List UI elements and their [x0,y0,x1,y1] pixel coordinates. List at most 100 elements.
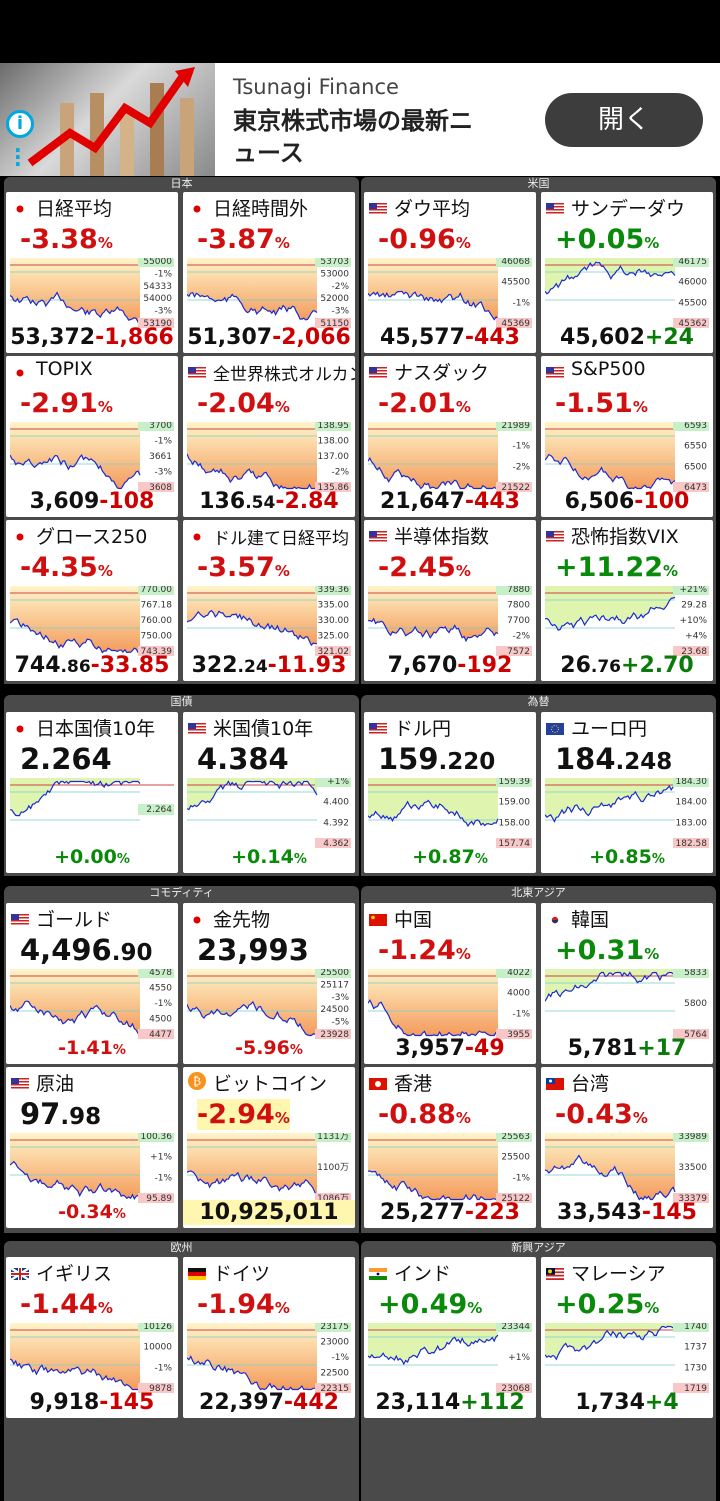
axis-tick-label: +1% [150,1153,172,1163]
hk-flag-icon [369,1075,389,1090]
market-tile[interactable]: イギリス -1.44% 10126 10000 -1% 9878 9,918-145 [6,1257,178,1418]
market-tile[interactable]: S&P500 -1.51% 6593 6550 6500 6473 6,506-100 [541,356,713,517]
usa-flag-icon [188,367,206,379]
market-tile[interactable]: 台湾 -0.43% 33989 33500 33379 33,543-145 [541,1067,713,1228]
market-tile[interactable]: 米国債10年 4.384 +1% 4.400 4.392 4.362 +0.14% [183,712,355,873]
price-row: 45,602+24 [560,325,694,350]
axis-tick-label: 4550 [149,984,172,994]
ad-more-icon[interactable]: · · · [14,138,22,176]
instrument-name: ナスダック [394,362,490,384]
price-row: 10,925,011 [183,1200,355,1225]
axis-tick-label: 53000 [320,269,349,279]
axis-tick-label: 138.95 [318,422,350,431]
instrument-name: 半導体指数 [394,526,490,548]
axis-tick-label: 52000 [320,294,349,304]
axis-tick-label: 4022 [507,969,530,978]
instrument-name: S&P500 [571,358,646,380]
axis-tick-label: 5764 [684,1030,707,1039]
jp-flag-icon [188,911,208,926]
usa-flag-icon [369,531,387,543]
market-tile[interactable]: TOPIX -2.91% 3700 -1% 3661 -3% 3608 3,609-108 [6,356,178,517]
japan-flag-icon [11,531,29,543]
instrument-name: インド [394,1263,452,1285]
axis-tick-label: 54333 [143,282,172,292]
market-tile[interactable]: 恐怖指数VIX +11.22% +21% 29.28 +10% +4% 23.68 26.76… [541,520,713,681]
axis-tick-label: 1740 [684,1323,707,1332]
axis-tick-label: 760.00 [141,616,173,626]
market-tile[interactable]: ドイツ -1.94% 23175 23000 -1% 22500 22315 22,397-4… [183,1257,355,1418]
market-tile[interactable]: 韓国 +0.31% 5833 5800 5764 5,781+17 [541,903,713,1064]
ad-open-button[interactable]: 開く [545,93,703,147]
svg-text:₿: ₿ [193,1074,201,1088]
market-tile[interactable]: 日経時間外 -3.87% 53703 53000 -2% 52000 -3% 51150 51,… [183,192,355,353]
ad-info-icon[interactable]: i [6,110,34,138]
usa-flag-icon [546,203,564,215]
price-chart: 46175 46000 45500 45362 [545,258,709,328]
price-row: 5,781+17 [567,1036,687,1061]
bitcoin-icon: ₿ [188,1072,206,1090]
axis-tick-label: -1% [512,1009,530,1019]
market-tile[interactable]: ダウ平均 -0.96% 46068 45500 -1% 45369 45,577-443 [364,192,536,353]
jp-flag-icon [11,364,31,379]
us-flag-icon [11,911,31,926]
axis-tick-label: 6473 [684,483,707,492]
market-tile[interactable]: 原油 97.98 100.36 +1% -1% 95.89 -0.34% [6,1067,178,1228]
axis-tick-label: 4500 [149,1015,172,1025]
price-row: 33,543-145 [557,1200,697,1225]
price-chart: 46068 45500 -1% 45369 [368,258,532,328]
change-percent: -0.43% [555,1099,648,1130]
japan-flag-icon [188,914,206,926]
price-chart: 23344 +1% 23068 [368,1323,532,1393]
axis-tick-label: 325.00 [318,632,350,642]
market-tile[interactable]: 香港 -0.88% 25563 25500 -1% 25122 25,277-223 [364,1067,536,1228]
market-tile[interactable]: ナスダック -2.01% 21989 -1% -2% 21522 21,647-443 [364,356,536,517]
usa-flag-icon [369,203,387,215]
ad-image[interactable] [0,63,215,176]
axis-tick-label: 22500 [320,1369,349,1379]
axis-tick-label: -1% [154,1173,172,1183]
price-chart: 4578 4550 -1% 4500 4477 [10,969,174,1039]
market-tile[interactable]: 中国 -1.24% 4022 4000 -1% 3955 3,957-49 [364,903,536,1064]
market-tile[interactable]: ドル建て日経平均 -3.57% 339.36 335.00 330.00 325.00 32… [183,520,355,681]
market-tile[interactable]: グロース250 -4.35% 770.00 767.18 760.00 750.00 743… [6,520,178,681]
market-tile[interactable]: インド +0.49% 23344 +1% 23068 23,114+112 [364,1257,536,1418]
instrument-name: ドル建て日経平均 [213,529,349,549]
axis-tick-label: 21989 [501,422,530,431]
price-chart: 25563 25500 -1% 25122 [368,1133,532,1203]
change-percent: -2.01% [378,388,471,419]
instrument-name: ドル円 [394,718,452,740]
us-flag-icon [188,364,208,379]
axis-tick-label: -2% [331,282,349,292]
market-tile[interactable]: 日本国債10年 2.264 2.264 +0.00% [6,712,178,873]
axis-tick-label: -2% [512,632,530,642]
axis-tick-label: -3% [154,468,172,478]
axis-tick-label: 4578 [149,969,172,978]
market-tile[interactable]: ₿ ビットコイン -2.94% 1131万 1100万 1086万 10,925,011 [183,1067,355,1228]
market-tile[interactable]: ゴールド 4,496.90 4578 4550 -1% 4500 4477 -1.41% [6,903,178,1064]
axis-tick-label: 3955 [507,1030,530,1039]
axis-tick-label: 330.00 [318,616,350,626]
price-chart: 5833 5800 5764 [545,969,709,1039]
ad-banner[interactable]: i · · · Tsunagi Finance 東京株式市場の最新ニュース 開く [0,63,720,176]
market-tile[interactable]: マレーシア +0.25% 1740 1737 1730 1719 1,734+4 [541,1257,713,1418]
price-chart: 1131万 1100万 1086万 [187,1133,351,1203]
change-percent: +0.85% [589,846,665,868]
us-flag-icon [188,720,208,735]
market-tile[interactable]: サンデーダウ +0.05% 46175 46000 45500 45362 45,602+2… [541,192,713,353]
change-percent: +0.87% [412,846,488,868]
market-tile[interactable]: 半導体指数 -2.45% 7880 7800 7700 -2% 7572 7,670-192 [364,520,536,681]
price-chart: 138.95 138.00 137.00 -2% 135.86 [187,422,351,492]
usa-flag-icon [369,367,387,379]
market-tile[interactable]: ユーロ円 184.248 184.30 184.00 183.00 182.58 +0.85… [541,712,713,873]
instrument-name: ユーロ円 [571,718,648,740]
jp-flag-icon [11,528,31,543]
market-tile[interactable]: ドル円 159.220 159.39 159.00 158.00 157.74 +0.87% [364,712,536,873]
market-tile[interactable]: 金先物 23,993 25500 25117 -3% 24500 -5% 23928 -5.96… [183,903,355,1064]
instrument-name: ビットコイン [213,1073,328,1095]
instrument-name: 恐怖指数VIX [571,526,679,548]
market-tile[interactable]: 日経平均 -3.38% 55000 -1% 54333 54000 -3% 53190 53,3… [6,192,178,353]
market-tile[interactable]: 全世界株式オルカン -2.04% 138.95 138.00 137.00 -2% 135.… [183,356,355,517]
axis-tick-label: 4000 [507,989,530,999]
usa-flag-icon [188,723,206,735]
usa-flag-icon [11,1078,29,1090]
